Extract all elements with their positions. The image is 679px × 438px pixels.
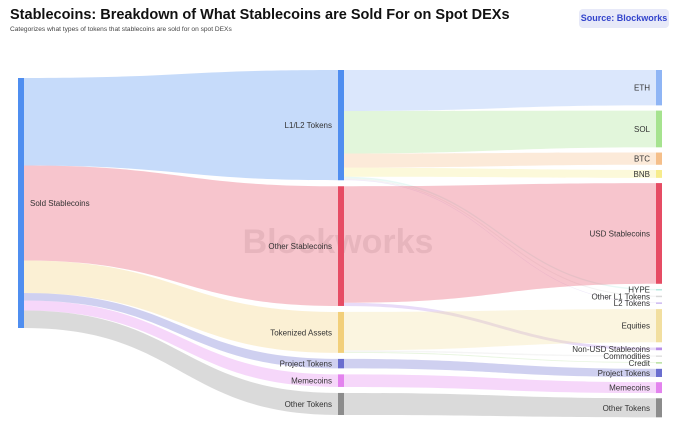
node-sol[interactable] <box>656 110 662 148</box>
link-l1l2-bnb <box>344 167 656 178</box>
node-meme[interactable] <box>338 374 344 387</box>
label-l1l2: L1/L2 Tokens <box>285 121 332 130</box>
label-usd_stable: USD Stablecoins <box>590 229 650 238</box>
link-other_stable-usd_stable <box>344 183 656 303</box>
node-usd_stable[interactable] <box>656 183 662 284</box>
label-commodities: Commodities <box>603 352 650 361</box>
sankey-nodes <box>18 70 662 418</box>
link-l1l2-sol <box>344 110 656 154</box>
node-credit[interactable] <box>656 362 662 364</box>
label-other_tok_t: Other Tokens <box>603 404 650 413</box>
sankey-labels: Sold Stablecoins L1/L2 Tokens Other Stable… <box>30 84 651 413</box>
label-bnb: BNB <box>634 170 650 179</box>
node-other_tok[interactable] <box>338 392 344 415</box>
node-other_l1[interactable] <box>656 295 662 298</box>
node-non_usd[interactable] <box>656 347 662 351</box>
label-other_tok: Other Tokens <box>285 400 332 409</box>
link-sold-l1l2 <box>24 70 338 181</box>
link-l1l2-l2 <box>344 179 656 303</box>
label-sold: Sold Stablecoins <box>30 199 90 208</box>
source-badge[interactable]: Source: Blockworks <box>579 9 669 28</box>
chart-title: Stablecoins: Breakdown of What Stablecoi… <box>10 7 510 23</box>
label-project: Project Tokens <box>280 360 332 369</box>
label-meme_t: Memecoins <box>609 384 650 393</box>
node-equities[interactable] <box>656 309 662 343</box>
link-sold-other_stable <box>24 165 338 306</box>
link-tokenized-commodities <box>344 350 656 357</box>
node-meme_t[interactable] <box>656 382 662 394</box>
link-meme-meme_t <box>344 374 656 394</box>
node-commodities[interactable] <box>656 355 662 357</box>
link-other_tok-other_tok_t <box>344 392 656 418</box>
label-hype: HYPE <box>628 286 650 295</box>
node-tokenized[interactable] <box>338 311 344 353</box>
link-tokenized-credit <box>344 351 656 363</box>
label-l2: L2 Tokens <box>614 299 650 308</box>
label-project_t: Project Tokens <box>598 369 650 378</box>
label-meme: Memecoins <box>291 377 332 386</box>
node-other_tok_t[interactable] <box>656 398 662 418</box>
label-non_usd: Non-USD Stablecoins <box>572 345 650 354</box>
label-sol: SOL <box>634 125 651 134</box>
label-credit: Credit <box>629 359 651 368</box>
link-tokenized-equities <box>344 309 656 351</box>
label-tokenized: Tokenized Assets <box>270 328 332 337</box>
label-other_l1: Other L1 Tokens <box>591 292 650 301</box>
node-eth[interactable] <box>656 70 662 106</box>
label-equities: Equities <box>622 322 650 331</box>
link-l1l2-eth <box>344 70 656 111</box>
node-hype[interactable] <box>656 288 662 291</box>
node-bnb[interactable] <box>656 169 662 178</box>
chart-subtitle: Categorizes what types of tokens that st… <box>10 26 232 33</box>
link-l1l2-other_l1 <box>344 178 656 297</box>
node-btc[interactable] <box>656 152 662 165</box>
link-sold-tokenized <box>24 260 338 353</box>
label-eth: ETH <box>634 84 650 93</box>
link-l1l2-hype <box>344 176 656 291</box>
label-btc: BTC <box>634 155 650 164</box>
link-sold-project <box>24 293 338 369</box>
node-project[interactable] <box>338 358 344 369</box>
link-l1l2-btc <box>344 152 656 168</box>
node-l1l2[interactable] <box>338 70 344 181</box>
node-other_stable[interactable] <box>338 186 344 306</box>
node-sold[interactable] <box>18 78 24 328</box>
label-other_stable: Other Stablecoins <box>268 242 332 251</box>
node-project_t[interactable] <box>656 368 662 377</box>
node-l2[interactable] <box>656 302 662 304</box>
link-other_stable-non_usd <box>344 302 656 351</box>
sankey-links <box>24 70 656 418</box>
link-sold-meme <box>24 300 338 387</box>
link-project-project_t <box>344 358 656 377</box>
link-sold-other_tok <box>24 310 338 415</box>
